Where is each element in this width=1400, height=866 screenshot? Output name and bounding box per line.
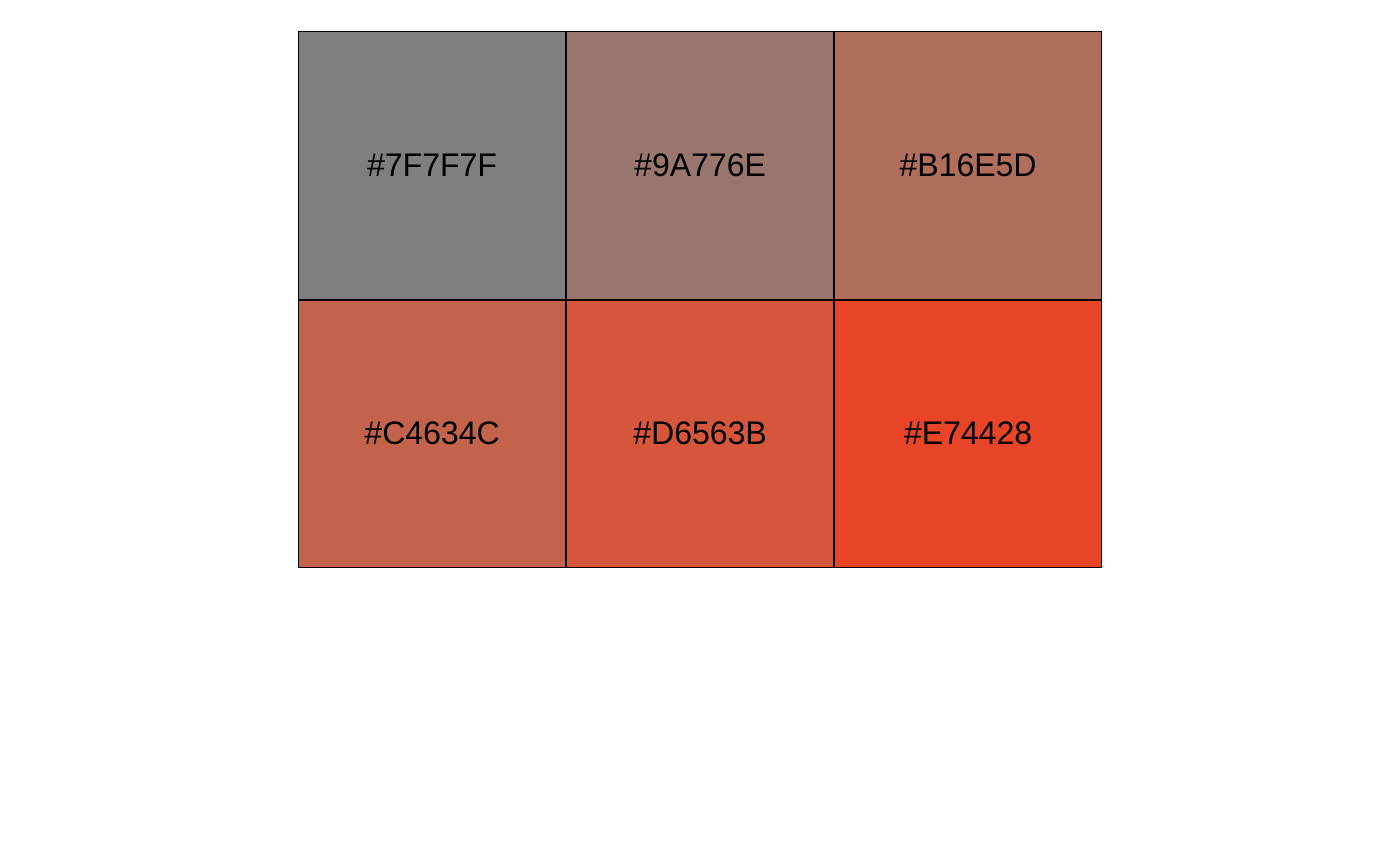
color-swatch: #9A776E (567, 32, 833, 299)
color-swatch: #7F7F7F (299, 32, 565, 299)
swatch-hex-label: #7F7F7F (367, 146, 497, 183)
color-swatch: #E74428 (835, 300, 1101, 567)
color-palette-grid: #7F7F7F #9A776E #B16E5D #C4634C #D6563B … (298, 31, 1102, 568)
color-swatch: #B16E5D (835, 32, 1101, 299)
color-swatch: #D6563B (567, 300, 833, 567)
swatch-hex-label: #C4634C (364, 415, 500, 452)
swatch-hex-label: #9A776E (634, 146, 766, 183)
swatch-hex-label: #E74428 (903, 415, 1033, 452)
swatch-hex-label: #D6563B (633, 415, 767, 452)
swatch-hex-label: #B16E5D (899, 146, 1037, 183)
color-swatch: #C4634C (299, 300, 565, 567)
